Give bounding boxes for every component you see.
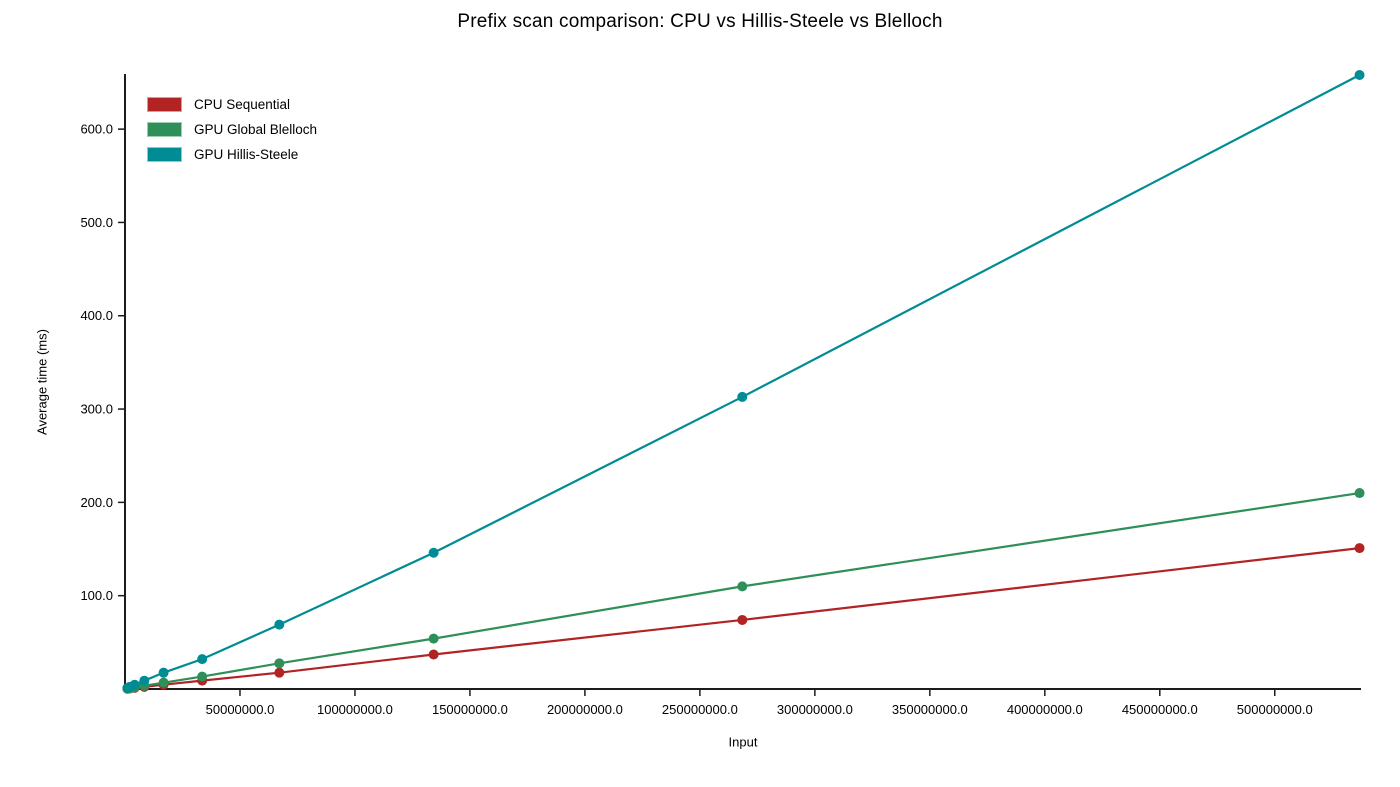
data-point-cpu-sequential: [428, 649, 439, 660]
x-tick-label: 400000000.0: [1007, 702, 1083, 717]
x-tick-label: 350000000.0: [892, 702, 968, 717]
x-tick-label: 100000000.0: [317, 702, 393, 717]
data-point-gpu-hillis-steele: [129, 679, 140, 690]
x-tick-label: 200000000.0: [547, 702, 623, 717]
x-tick-label: 150000000.0: [432, 702, 508, 717]
data-point-gpu-global-blelloch: [158, 677, 169, 688]
legend-label: GPU Global Blelloch: [194, 121, 318, 137]
y-tick-label: 400.0: [80, 308, 113, 323]
data-point-gpu-hillis-steele: [428, 547, 439, 558]
data-point-gpu-hillis-steele: [737, 391, 748, 402]
x-axis-label: Input: [728, 734, 758, 750]
data-point-gpu-hillis-steele: [158, 667, 169, 678]
data-point-cpu-sequential: [1354, 543, 1365, 554]
y-tick-label: 100.0: [80, 588, 113, 603]
data-point-gpu-hillis-steele: [139, 675, 150, 686]
data-point-cpu-sequential: [737, 614, 748, 625]
x-tick-label: 250000000.0: [662, 702, 738, 717]
data-point-gpu-global-blelloch: [428, 633, 439, 644]
data-point-cpu-sequential: [274, 667, 285, 678]
data-point-gpu-global-blelloch: [197, 671, 208, 682]
x-tick-label: 450000000.0: [1122, 702, 1198, 717]
data-point-gpu-hillis-steele: [274, 619, 285, 630]
legend-label: CPU Sequential: [194, 96, 291, 112]
data-point-gpu-global-blelloch: [274, 658, 285, 669]
legend-swatch-cpu-sequential: [147, 96, 182, 112]
x-tick-label: 500000000.0: [1237, 702, 1313, 717]
y-tick-label: 200.0: [80, 495, 113, 510]
data-point-gpu-global-blelloch: [1354, 488, 1365, 499]
legend-swatch-gpu-hillis-steele: [147, 146, 182, 162]
legend: CPU Sequential GPU Global Blelloch GPU H…: [147, 96, 317, 171]
y-tick-label: 500.0: [80, 215, 113, 230]
data-point-gpu-hillis-steele: [1354, 70, 1365, 80]
legend-item-gpu-global-blelloch: GPU Global Blelloch: [147, 121, 317, 137]
x-tick-label: 300000000.0: [777, 702, 853, 717]
chart-title: Prefix scan comparison: CPU vs Hillis-St…: [457, 11, 943, 32]
legend-swatch-gpu-global-blelloch: [147, 121, 182, 137]
data-point-gpu-hillis-steele: [197, 654, 208, 665]
data-point-gpu-global-blelloch: [737, 581, 748, 592]
legend-item-cpu-sequential: CPU Sequential: [147, 96, 317, 112]
y-tick-label: 300.0: [80, 402, 113, 417]
legend-item-gpu-hillis-steele: GPU Hillis-Steele: [147, 146, 317, 162]
legend-label: GPU Hillis-Steele: [194, 146, 299, 162]
x-tick-label: 50000000.0: [206, 702, 275, 717]
y-tick-label: 600.0: [80, 122, 113, 137]
